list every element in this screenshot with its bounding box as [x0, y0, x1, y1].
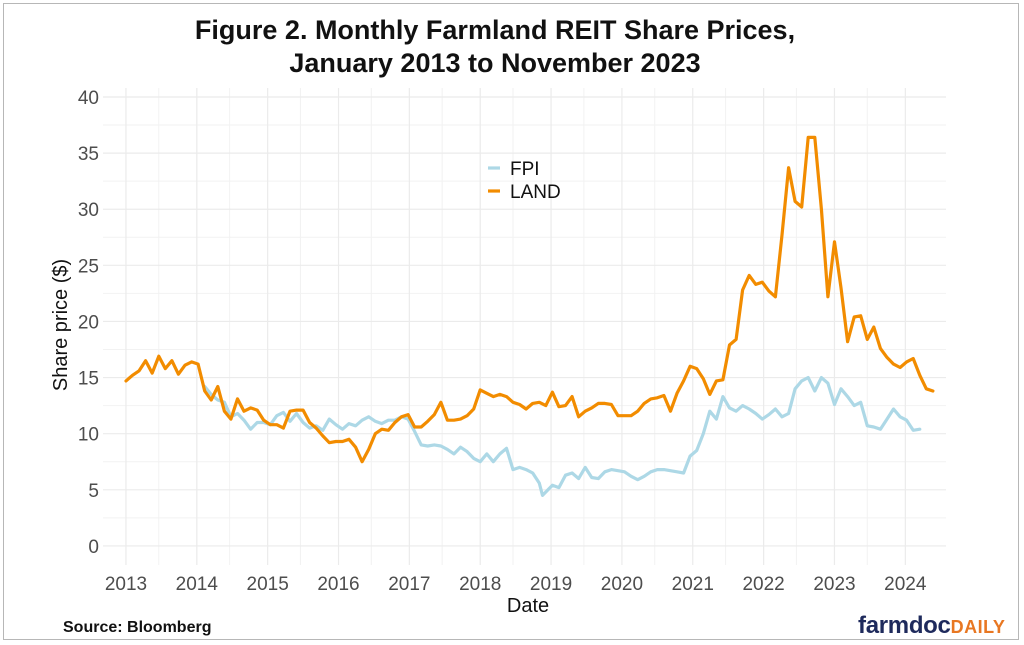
logo-accent-text: DAILY — [950, 617, 1006, 637]
x-axis-title: Date — [507, 595, 549, 617]
x-tick-label: 2017 — [388, 574, 430, 595]
logo-main-text: farmdoc — [858, 612, 951, 639]
farmdoc-daily-logo: farmdocDAILY — [858, 612, 1005, 640]
x-tick-label: 2019 — [530, 574, 572, 595]
series-line-fpi — [203, 376, 922, 497]
y-tick-label: 35 — [78, 144, 99, 165]
x-tick-label: 2021 — [672, 574, 714, 595]
chart-title-line-1: Figure 2. Monthly Farmland REIT Share Pr… — [194, 15, 796, 45]
y-tick-label: 25 — [78, 256, 99, 277]
series-line-land — [124, 135, 935, 464]
y-tick-label: 0 — [88, 537, 99, 558]
x-tick-label: 2024 — [884, 574, 927, 595]
legend-label-fpi: FPI — [510, 159, 540, 180]
x-tick-label: 2013 — [105, 574, 147, 595]
x-tick-label: 2023 — [813, 574, 855, 595]
source-note: Source: Bloomberg — [63, 619, 212, 636]
series-lines — [124, 135, 935, 497]
x-axis-ticks: 2013 2014 2015 2016 2017 2018 2019 2020 2021 2022… — [105, 574, 927, 595]
x-tick-label: 2014 — [176, 574, 219, 595]
y-axis-ticks: 0 5 10 15 20 25 30 35 40 — [78, 88, 99, 558]
chart-title: Figure 2. Monthly Farmland REIT Share Pr… — [0, 14, 990, 80]
figure-frame — [3, 3, 1019, 640]
y-tick-label: 30 — [78, 200, 99, 221]
x-tick-label: 2015 — [247, 574, 289, 595]
x-tick-label: 2020 — [601, 574, 643, 595]
x-tick-label: 2018 — [459, 574, 501, 595]
x-tick-label: 2022 — [742, 574, 784, 595]
y-tick-label: 5 — [88, 481, 99, 502]
x-tick-label: 2016 — [317, 574, 359, 595]
chart-title-line-2: January 2013 to November 2023 — [289, 48, 701, 78]
y-axis-title: Share price ($) — [50, 259, 72, 391]
y-tick-label: 40 — [78, 88, 99, 109]
legend-label-land: LAND — [510, 182, 561, 203]
grid-lines — [103, 88, 946, 565]
y-tick-label: 10 — [78, 425, 99, 446]
y-tick-label: 20 — [78, 312, 99, 333]
y-tick-label: 15 — [78, 369, 99, 390]
